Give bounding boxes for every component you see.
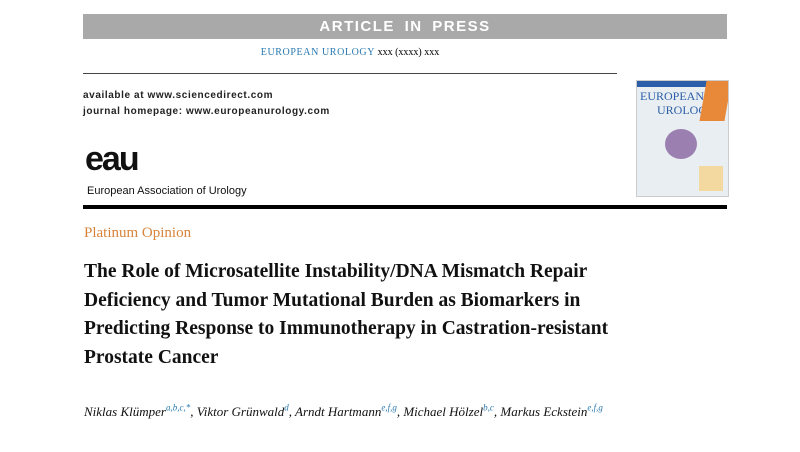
link[interactable]: journal homepage: www.europeanurology.co… xyxy=(83,106,330,117)
banner: ARTICLE IN PRESS xyxy=(83,14,727,39)
section-label: Platinum Opinion xyxy=(84,225,192,241)
cover-image xyxy=(665,129,697,159)
affiliation[interactable]: e,f,g xyxy=(381,403,397,413)
logo: eau xyxy=(85,140,140,178)
separator: , xyxy=(190,404,194,420)
title-line: The Role of Microsatellite Instability/D… xyxy=(84,261,588,282)
affiliation[interactable]: b,c xyxy=(483,403,494,413)
citation: xxx (xxxx) xxx xyxy=(377,47,440,58)
affiliation[interactable]: a,b,c,* xyxy=(165,403,191,413)
title-line: Prostate Cancer xyxy=(84,347,219,368)
author-name[interactable]: Niklas Klümper xyxy=(84,404,166,420)
author-name[interactable]: Markus Eckstein xyxy=(500,404,588,420)
author: Viktor Grünwaldd, xyxy=(196,403,292,420)
affiliation[interactable]: d xyxy=(284,403,289,413)
author-name[interactable]: Viktor Grünwald xyxy=(196,404,285,420)
author-name[interactable]: Arndt Hartmann xyxy=(295,404,382,420)
separator: , xyxy=(288,404,292,420)
cover-title: EUROPEAN xyxy=(640,89,705,103)
cover-band xyxy=(637,81,728,87)
author: Markus Ecksteine,f,g xyxy=(500,403,603,420)
author: Arndt Hartmanne,f,g, xyxy=(295,403,401,420)
logo-name: European Association of Urology xyxy=(87,185,247,197)
affiliation[interactable]: e,f,g xyxy=(587,403,603,413)
cover-badge xyxy=(699,166,723,191)
title-line: Predicting Response to Immunotherapy in … xyxy=(84,318,609,339)
rule xyxy=(83,205,727,209)
title-line: Deficiency and Tumor Mutational Burden a… xyxy=(84,290,581,311)
authors: Niklas Klümpera,b,c,*, Viktor Grünwaldd,… xyxy=(84,399,644,421)
rule xyxy=(83,73,617,74)
journal-name[interactable]: EUROPEAN UROLOGY xyxy=(260,47,376,58)
link[interactable]: available at www.sciencedirect.com xyxy=(83,90,274,101)
journal-cover[interactable]: EUROPEAN UROLOGY xyxy=(636,80,729,197)
author: Michael Hölzelb,c, xyxy=(403,403,498,420)
author: Niklas Klümpera,b,c,*, xyxy=(84,403,194,420)
separator: , xyxy=(396,404,401,420)
journal-line: EUROPEAN UROLOGY xxx (xxxx) xxx xyxy=(83,47,617,58)
cover-stripe xyxy=(699,81,728,121)
author-name[interactable]: Michael Hölzel xyxy=(403,404,484,420)
separator: , xyxy=(493,404,498,420)
